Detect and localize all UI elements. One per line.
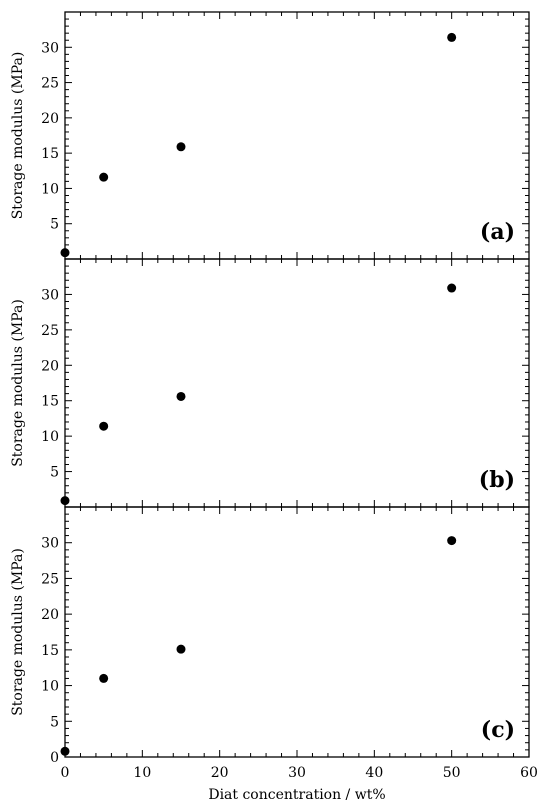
data-point xyxy=(447,283,457,293)
panel-label: (a) xyxy=(480,219,515,245)
y-tick-label: 20 xyxy=(41,607,59,623)
data-point xyxy=(99,673,109,683)
plot-frame xyxy=(64,11,530,260)
data-point xyxy=(176,142,186,152)
panels-group: 5 10 15 20 25 30 Storage modulus (MPa) (a) 5 10 15… xyxy=(10,11,538,803)
x-tick-label: 10 xyxy=(133,765,151,781)
y-tick-label: 15 xyxy=(41,146,59,162)
data-point xyxy=(447,32,457,42)
y-tick-label: 10 xyxy=(41,429,59,445)
x-tick-label: 20 xyxy=(211,765,229,781)
y-tick-label: 20 xyxy=(41,111,59,127)
data-point xyxy=(60,248,70,258)
data-point xyxy=(176,644,186,654)
y-tick-label: 15 xyxy=(41,643,59,659)
panel-1: 5 10 15 20 25 30 Storage modulus (MPa) (a) xyxy=(10,11,530,260)
panel-label: (c) xyxy=(481,717,515,743)
y-tick-label: 20 xyxy=(41,358,59,374)
y-tick-label: 5 xyxy=(50,465,59,481)
data-point xyxy=(99,172,109,182)
x-tick-label: 0 xyxy=(61,765,70,781)
x-tick-label: 40 xyxy=(365,765,383,781)
y-tick-label: 0 xyxy=(50,750,59,766)
y-tick-label: 25 xyxy=(41,571,59,587)
y-axis-label: Storage modulus (MPa) xyxy=(10,299,26,467)
y-tick-label: 10 xyxy=(41,679,59,695)
y-tick-label: 5 xyxy=(50,217,59,233)
data-point xyxy=(60,746,70,756)
y-tick-label: 15 xyxy=(41,394,59,410)
data-point xyxy=(99,421,109,431)
y-tick-label: 30 xyxy=(41,536,59,552)
y-tick-label: 25 xyxy=(41,76,59,92)
y-tick-label: 10 xyxy=(41,181,59,197)
x-axis-label: Diat concentration / wt% xyxy=(208,787,385,803)
y-axis-label: Storage modulus (MPa) xyxy=(10,548,26,716)
plot-frame xyxy=(64,258,530,508)
y-tick-label: 25 xyxy=(41,323,59,339)
x-tick-label: 30 xyxy=(288,765,306,781)
x-tick-label: 50 xyxy=(443,765,461,781)
data-point xyxy=(60,496,70,506)
y-axis-label: Storage modulus (MPa) xyxy=(10,52,26,220)
y-tick-label: 30 xyxy=(41,287,59,303)
panel-3: 0 5 10 15 20 25 30 0 10 20 30 40 50 60 Storage modulus… xyxy=(10,506,538,803)
data-point xyxy=(447,536,457,546)
panel-2: 5 10 15 20 25 30 Storage modulus (MPa) (b) xyxy=(10,258,530,508)
panel-label: (b) xyxy=(479,467,515,493)
data-point xyxy=(176,391,186,401)
x-tick-label: 60 xyxy=(520,765,538,781)
y-tick-label: 30 xyxy=(41,40,59,56)
plot-frame xyxy=(64,506,530,758)
y-tick-label: 5 xyxy=(50,714,59,730)
